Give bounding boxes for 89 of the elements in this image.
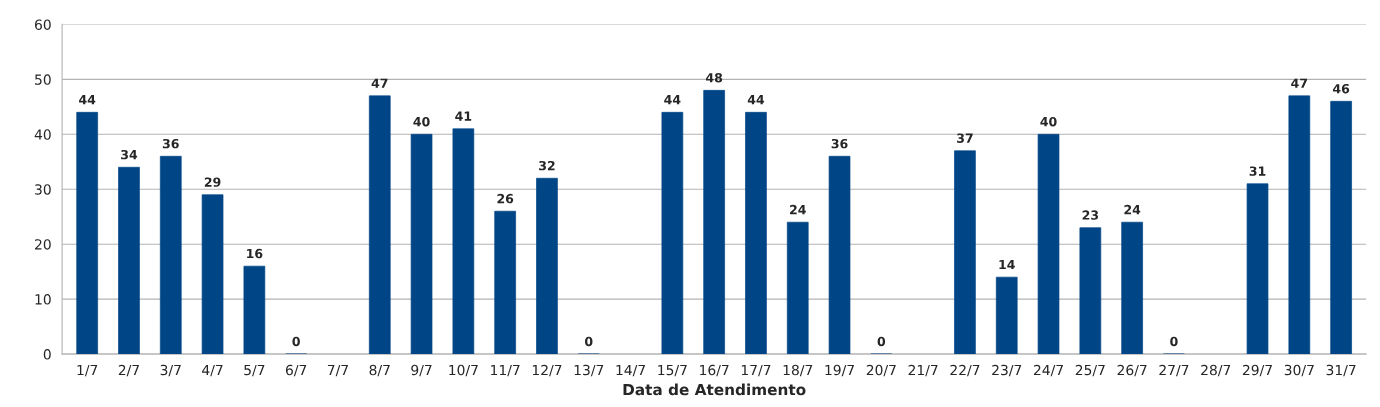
data-label: 29: [204, 177, 221, 187]
x-tick-label: 2/7: [118, 364, 139, 377]
x-tick-label: 17/7: [741, 364, 771, 377]
bar: [828, 155, 851, 355]
data-label: 44: [79, 95, 96, 105]
y-tick-label: 20: [35, 239, 51, 250]
x-tick-label: 10/7: [449, 364, 478, 377]
data-label: 34: [121, 149, 138, 160]
bar: [1079, 227, 1102, 355]
data-label: 46: [1332, 83, 1350, 94]
data-label: 36: [831, 138, 848, 149]
data-label: 23: [1082, 210, 1099, 220]
x-tick-label: 4/7: [202, 364, 223, 377]
data-label: 31: [1249, 166, 1266, 176]
x-tick-label: 23/7: [992, 364, 1022, 377]
data-label: 0: [1170, 336, 1178, 347]
data-label: 0: [292, 336, 300, 347]
x-tick-label: 24/7: [1033, 364, 1063, 377]
bar: [1246, 183, 1269, 355]
data-label: 37: [957, 133, 973, 143]
data-label: 41: [455, 111, 472, 121]
data-label: 40: [1040, 116, 1057, 127]
x-tick-label: 12/7: [532, 364, 562, 377]
bar: [118, 166, 140, 355]
bar: [159, 155, 182, 355]
bar: [368, 95, 391, 355]
x-tick-label: 31/7: [1326, 364, 1356, 377]
y-tick-label: 50: [35, 74, 51, 85]
bar: [76, 111, 98, 355]
data-label: 48: [706, 72, 723, 83]
x-tick-label: 7/7: [327, 364, 348, 377]
data-label: 40: [413, 116, 430, 127]
data-label: 0: [585, 336, 593, 347]
data-label: 24: [1124, 204, 1141, 215]
x-tick-label: 27/7: [1159, 364, 1189, 377]
x-tick-label: 30/7: [1284, 364, 1314, 377]
x-tick-label: 6/7: [285, 364, 307, 377]
bar: [1330, 100, 1352, 355]
x-tick-label: 1/7: [77, 364, 98, 377]
bar: [954, 150, 976, 355]
data-label: 14: [999, 259, 1015, 270]
x-tick-label: 22/7: [950, 364, 980, 377]
x-tick-label: 29/7: [1242, 364, 1272, 377]
bar: [1121, 221, 1143, 355]
y-tick-label: 10: [35, 294, 51, 305]
x-tick-label: 26/7: [1117, 364, 1147, 377]
x-tick-label: 19/7: [825, 364, 854, 377]
data-label: 47: [371, 78, 388, 88]
data-label: 47: [1291, 78, 1308, 88]
x-tick-label: 9/7: [411, 364, 432, 377]
x-tick-label: 28/7: [1201, 364, 1231, 377]
x-tick-label: 21/7: [908, 364, 938, 377]
x-tick-label: 20/7: [866, 364, 896, 377]
bar: [745, 111, 767, 355]
data-label: 16: [247, 248, 263, 259]
bar: [786, 221, 809, 355]
data-label: 36: [162, 138, 179, 149]
bar: [1288, 95, 1311, 355]
x-tick-label: 18/7: [783, 364, 813, 377]
data-label: 0: [877, 336, 886, 347]
x-tick-label: 5/7: [244, 364, 265, 377]
bar: [452, 128, 475, 355]
bar: [536, 177, 558, 355]
x-tick-label: 14/7: [616, 364, 645, 377]
y-tick-label: 0: [43, 349, 51, 360]
x-tick-label: 25/7: [1075, 364, 1105, 377]
data-label: 32: [539, 160, 555, 171]
bar: [1037, 133, 1060, 355]
data-label: 44: [664, 95, 681, 105]
bar: [243, 265, 266, 355]
x-tick-label: 8/7: [369, 364, 390, 377]
y-tick-label: 60: [34, 19, 51, 30]
data-label: 24: [790, 204, 806, 215]
bar: [661, 111, 684, 355]
x-tick-label: 15/7: [658, 364, 687, 377]
bar: [995, 276, 1018, 355]
x-tick-label: 13/7: [574, 364, 604, 377]
x-axis-title: Data de Atendimento: [623, 383, 806, 396]
y-tick-label: 40: [34, 129, 51, 140]
bar: [494, 210, 516, 355]
x-tick-label: 11/7: [491, 364, 520, 377]
bar: [201, 194, 224, 355]
bar: [703, 90, 725, 355]
bar: [410, 133, 433, 355]
x-tick-label: 3/7: [160, 364, 181, 377]
data-label: 44: [747, 95, 765, 105]
x-tick-label: 16/7: [700, 364, 729, 377]
y-tick-label: 30: [35, 184, 51, 195]
data-label: 26: [497, 193, 514, 204]
